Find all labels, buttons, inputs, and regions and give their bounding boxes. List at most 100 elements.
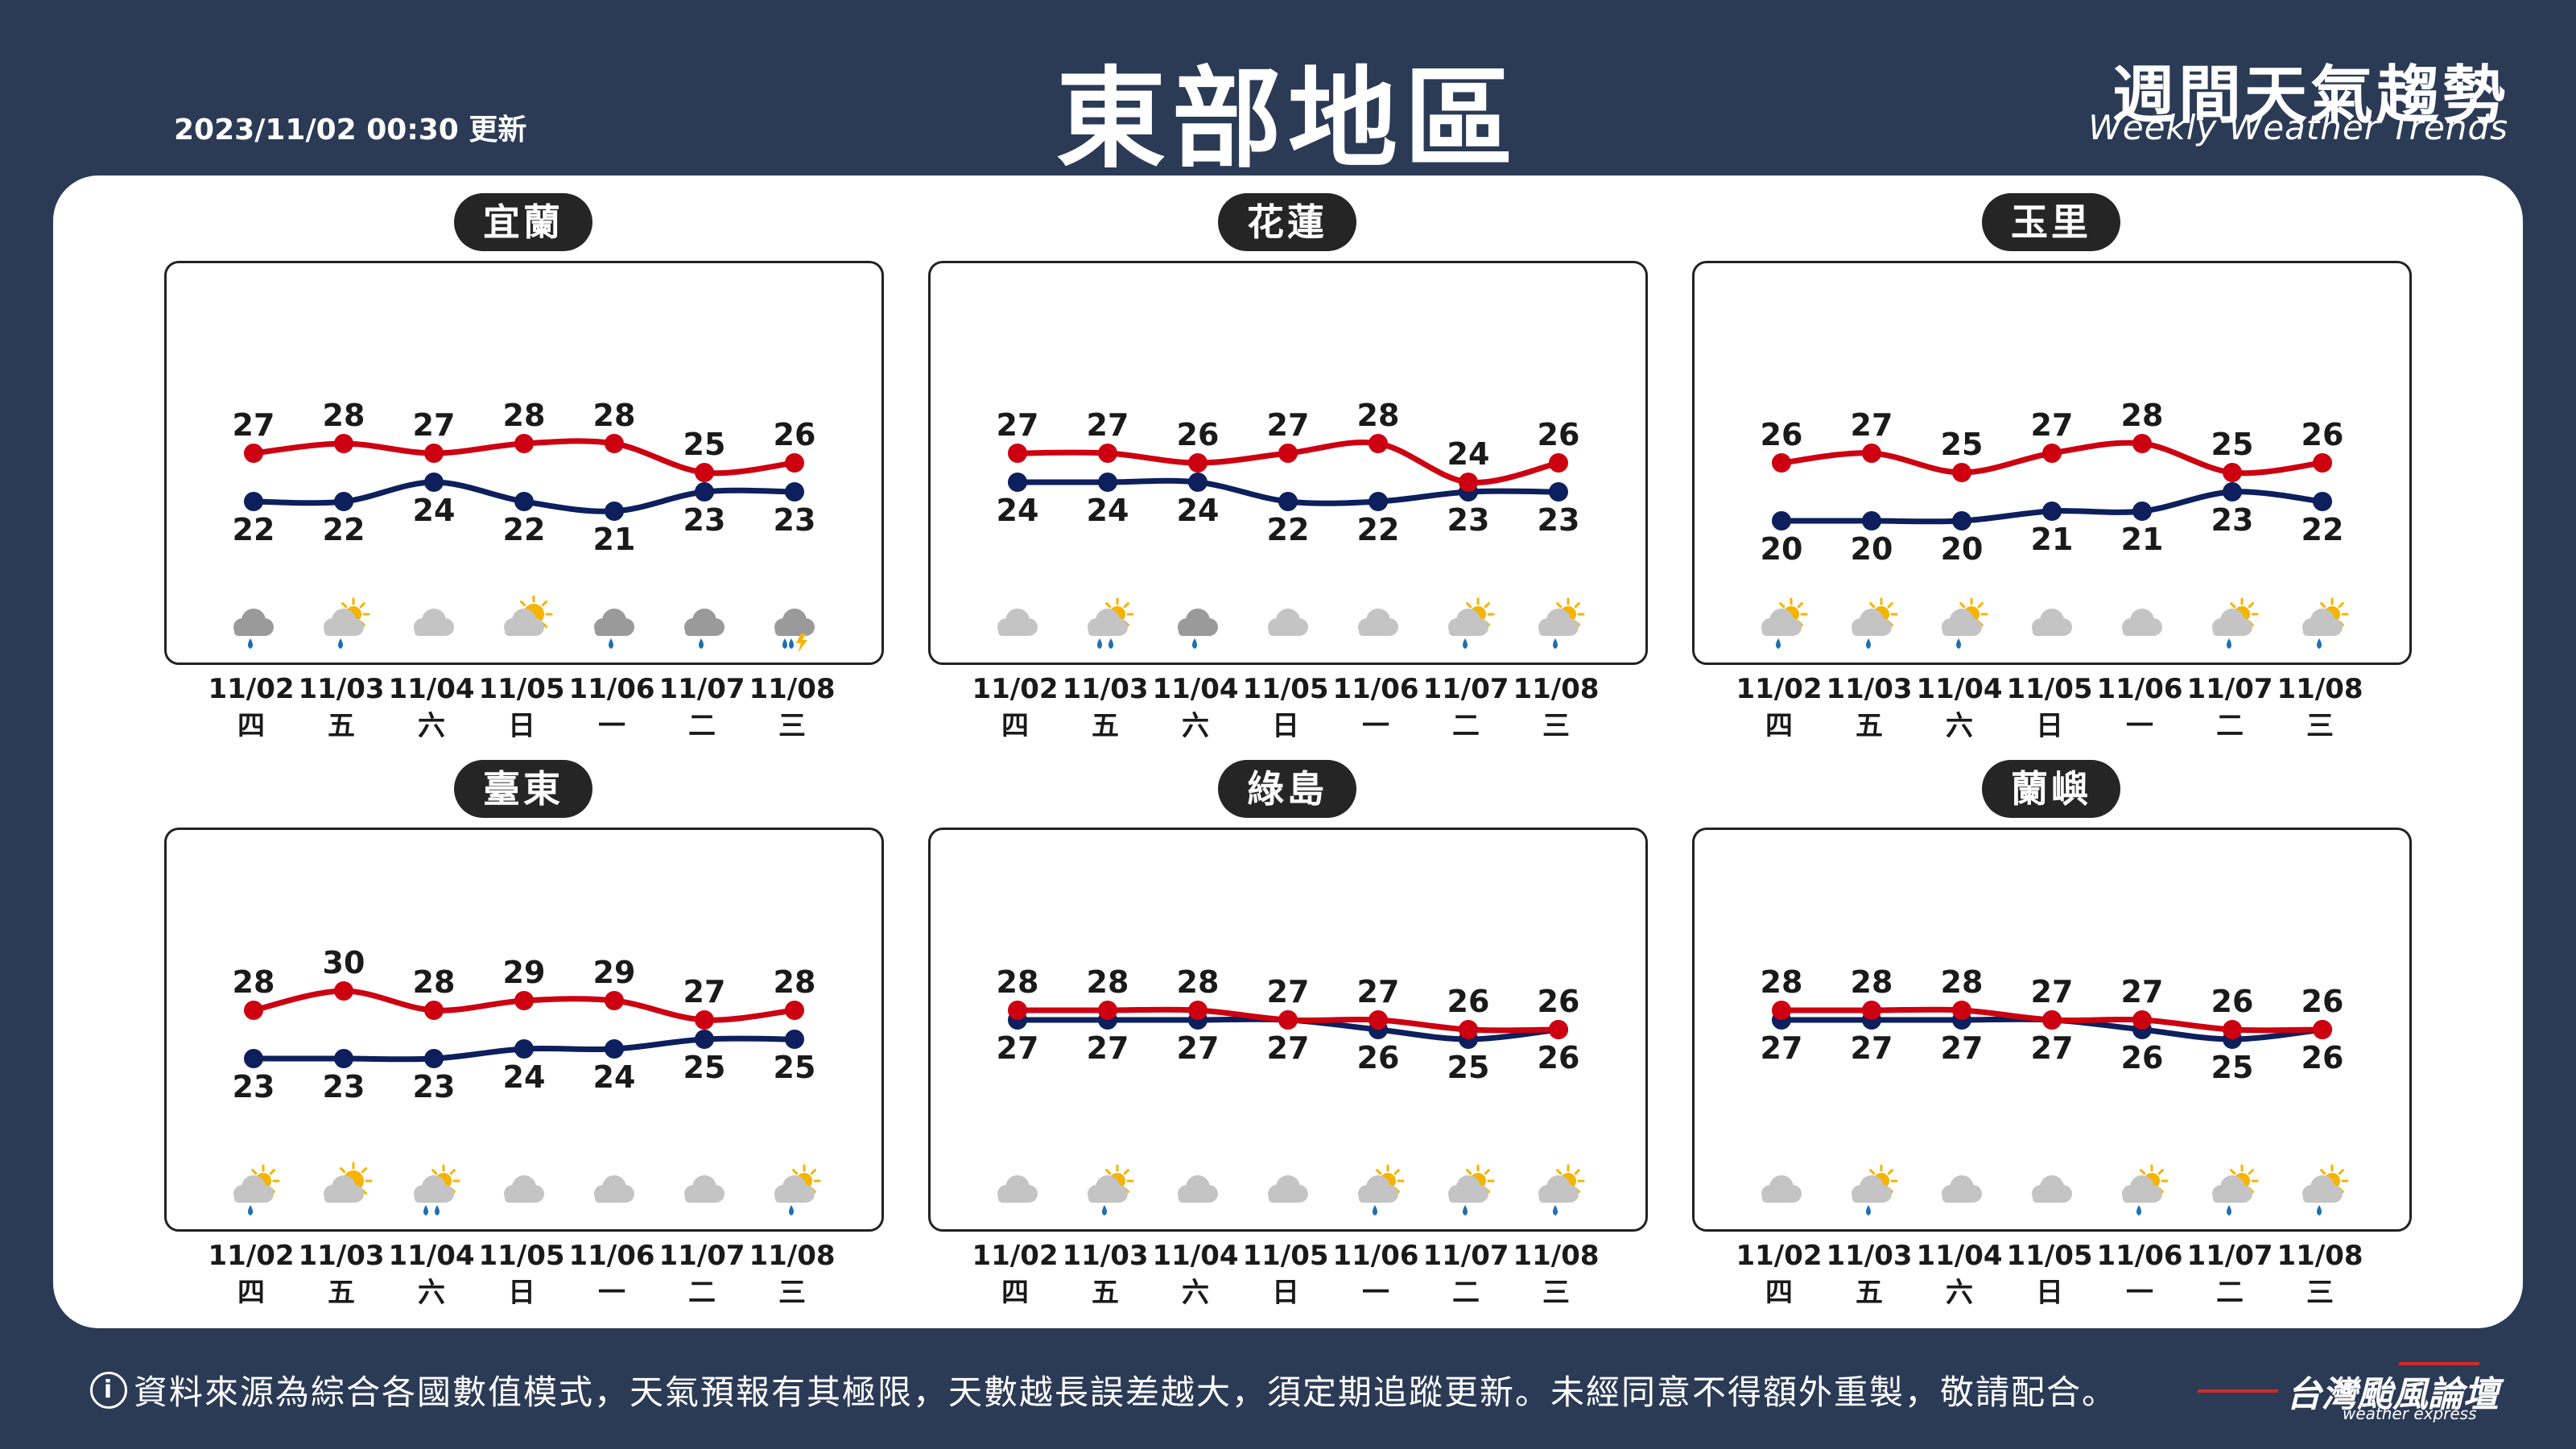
high-temp-point [1952,1001,1971,1020]
date-label: 11/05 [1242,673,1329,705]
brand-title-zh: 週間天氣趨勢 [2112,60,2508,132]
high-temp-point [1549,1020,1568,1039]
high-temp-point [334,981,353,1001]
high-temp-point [1772,1001,1791,1020]
high-temp-point [1098,1001,1117,1020]
low-temp-point [2132,502,2152,521]
station-label: 花蓮 [928,193,1646,251]
date-label: 11/02 [972,1240,1059,1272]
partly-sunny-rain-icon [1088,1164,1134,1216]
temperature-chart: 24 24 24 22 22 23 23 27 27 26 27 28 24 26 [997,398,1585,649]
low-temp-point [2313,492,2332,511]
date-row: 11/02 11/03 11/04 11/05 11/06 11/07 11/08 [164,1240,882,1275]
chart-area: 27 27 27 27 26 25 26 28 28 28 27 27 26 26 [1692,828,2412,1232]
date-label: 11/05 [478,673,565,705]
weekday-label: 三 [1542,1277,1570,1309]
low-temp-label: 22 [323,512,365,547]
high-temp-label: 28 [1177,964,1220,1000]
weekday-label: 日 [2036,1277,2063,1309]
date-label: 11/02 [208,1240,295,1272]
high-temp-point [2042,444,2062,463]
temperature-chart: 23 23 23 24 24 25 25 28 30 28 29 29 27 28 [233,945,821,1216]
high-temp-point [2223,463,2242,482]
low-temp-label: 23 [1538,502,1580,538]
weekday-label: 日 [508,1277,535,1309]
date-label: 11/02 [208,673,295,705]
station-label: 綠島 [928,760,1646,818]
weekday-label: 二 [688,1277,716,1309]
date-label: 11/06 [568,1240,655,1272]
low-temp-label: 27 [2031,1030,2074,1066]
high-temp-point [1862,1001,1881,1020]
high-temp-label: 28 [774,964,816,1000]
low-temp-point [1862,511,1881,530]
cloudy-icon [684,1175,724,1203]
high-temp-label: 27 [683,974,726,1009]
high-temp-label: 24 [1447,436,1490,472]
weekday-label: 四 [237,1277,265,1309]
low-temp-label: 27 [997,1030,1039,1066]
high-temp-label: 27 [233,407,275,443]
low-temp-label: 20 [1761,531,1803,567]
date-label: 11/04 [1916,673,2003,705]
weekday-label: 四 [1765,1277,1793,1309]
date-label: 11/08 [2277,673,2363,705]
high-temp-point [424,444,444,463]
low-temp-label: 20 [1851,531,1893,567]
weekday-label: 四 [237,710,265,742]
date-label: 11/05 [2006,1240,2093,1272]
weekday-label: 日 [1272,1277,1299,1309]
high-temp-label: 26 [2301,984,2344,1019]
weekday-label: 一 [1362,1277,1389,1309]
low-temp-label: 23 [1447,502,1490,538]
weekday-label: 二 [1452,710,1480,742]
weekday-label: 日 [2036,710,2063,742]
low-temp-label: 25 [683,1050,726,1085]
high-temp-point [605,434,624,453]
low-temp-label: 21 [593,522,636,557]
low-temp-point [1278,492,1298,511]
weekday-label: 二 [2216,710,2244,742]
partly-sunny-rain-icon [233,1164,280,1216]
low-temp-point [334,492,353,511]
weekday-label: 一 [598,710,625,742]
weekday-label: 三 [778,710,806,742]
high-temp-point [1098,444,1117,463]
weekday-label: 日 [1272,710,1299,742]
date-label: 11/03 [1826,673,1913,705]
high-temp-label: 27 [1357,974,1400,1009]
cloud-rain-icon [594,609,634,649]
date-row: 11/02 11/03 11/04 11/05 11/06 11/07 11/08 [928,673,1646,708]
weekday-label: 六 [418,710,445,742]
low-temp-point [695,1030,714,1049]
footer-notice-text: 資料來源為綜合各國數值模式，天氣預報有其極限，天數越長誤差越大，須定期追蹤更新。… [134,1373,2118,1412]
partly-sunny-rain-icon [1852,1164,1898,1216]
high-temp-point [1008,1001,1027,1020]
chart-area: 27 27 27 27 26 25 26 28 28 28 27 27 26 26 [928,828,1648,1232]
weekday-label: 一 [2126,710,2153,742]
high-temp-point [1008,444,1027,463]
high-temp-point [695,1010,714,1030]
temperature-chart: 22 22 24 22 21 23 23 27 28 27 28 28 25 26 [233,398,815,653]
cloud-rain-thunder-icon [774,609,815,653]
low-temp-label: 24 [1087,493,1129,528]
weekday-label: 二 [688,710,716,742]
page-title: 東部地區 [1056,56,1520,184]
station-label: 臺東 [164,760,882,818]
high-temp-label: 27 [2031,974,2074,1009]
high-temp-label: 26 [1761,417,1803,452]
temperature-chart: 20 20 20 21 21 23 22 26 27 25 27 28 25 26 [1761,398,2349,649]
partly-sunny-heavy-rain-icon [1088,597,1134,649]
partly-sunny-icon [504,595,553,636]
high-temp-point [424,1001,444,1020]
date-label: 11/08 [1513,1240,1600,1272]
weekday-label: 六 [418,1277,445,1309]
low-temp-label: 27 [1761,1030,1803,1066]
weekday-row: 四五六日一二三 [1692,704,2410,742]
high-temp-label: 26 [1538,417,1580,452]
high-temp-point [1862,444,1881,463]
high-temp-label: 28 [1761,964,1803,1000]
low-temp-point [1952,511,1971,530]
weekday-label: 一 [598,1277,625,1309]
weekday-label: 六 [1182,710,1209,742]
